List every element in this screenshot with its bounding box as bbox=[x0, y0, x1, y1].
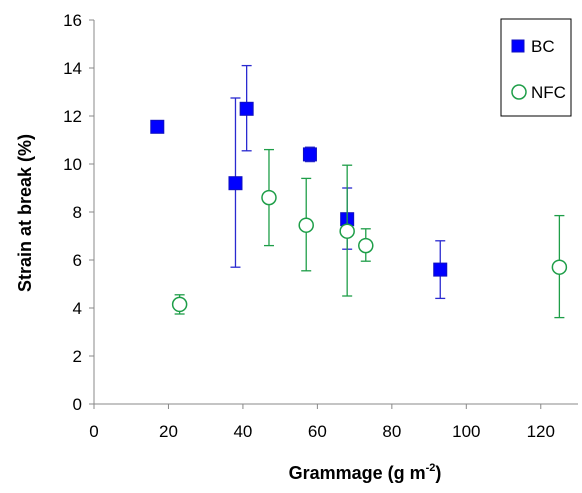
legend-bc-marker bbox=[511, 39, 525, 53]
x-tick-label: 80 bbox=[382, 422, 401, 441]
y-tick-label: 0 bbox=[73, 395, 82, 414]
y-tick-label: 2 bbox=[73, 347, 82, 366]
x-tick-label: 120 bbox=[527, 422, 555, 441]
x-tick-label: 40 bbox=[233, 422, 252, 441]
data-marks bbox=[150, 64, 568, 319]
data-point-circle bbox=[298, 217, 314, 233]
data-point-square bbox=[302, 147, 317, 162]
legend-box bbox=[500, 18, 572, 117]
x-axis-title-sup: -2 bbox=[426, 462, 436, 474]
data-point-square bbox=[150, 119, 165, 134]
y-tick-label: 12 bbox=[63, 107, 82, 126]
legend-bc-label: BC bbox=[531, 37, 555, 56]
x-axis-title-main: Grammage (g m bbox=[289, 463, 426, 483]
axes bbox=[89, 19, 578, 409]
legend-nfc-marker bbox=[511, 84, 527, 100]
y-tick-label: 4 bbox=[73, 299, 82, 318]
tick-labels: 0 2 4 6 8 10 12 14 16 0 20 40 60 80 100 120 bbox=[63, 11, 555, 441]
series-nfc bbox=[171, 148, 568, 319]
y-tick-label: 14 bbox=[63, 59, 82, 78]
data-point-square bbox=[239, 101, 254, 116]
y-tick-label: 8 bbox=[73, 203, 82, 222]
series-bc bbox=[150, 64, 448, 300]
y-tick-label: 10 bbox=[63, 155, 82, 174]
y-axis-title: Strain at break (%) bbox=[15, 134, 35, 292]
data-point-circle bbox=[171, 296, 188, 313]
data-point-square bbox=[433, 262, 448, 277]
data-point-circle bbox=[261, 189, 277, 206]
x-tick-label: 60 bbox=[308, 422, 327, 441]
x-axis-title: Grammage (g m-2) bbox=[289, 462, 442, 483]
data-point-circle bbox=[339, 223, 355, 239]
x-axis-title-tail: ) bbox=[435, 463, 441, 483]
data-point-circle bbox=[358, 237, 374, 254]
x-tick-label: 20 bbox=[159, 422, 178, 441]
y-tick-label: 6 bbox=[73, 251, 82, 270]
data-point-square bbox=[228, 176, 243, 191]
x-tick-label: 100 bbox=[452, 422, 480, 441]
y-tick-label: 16 bbox=[63, 11, 82, 30]
legend-nfc-label: NFC bbox=[531, 83, 566, 102]
x-tick-label: 0 bbox=[89, 422, 98, 441]
legend: BC NFC bbox=[500, 18, 572, 117]
data-point-circle bbox=[551, 259, 568, 275]
